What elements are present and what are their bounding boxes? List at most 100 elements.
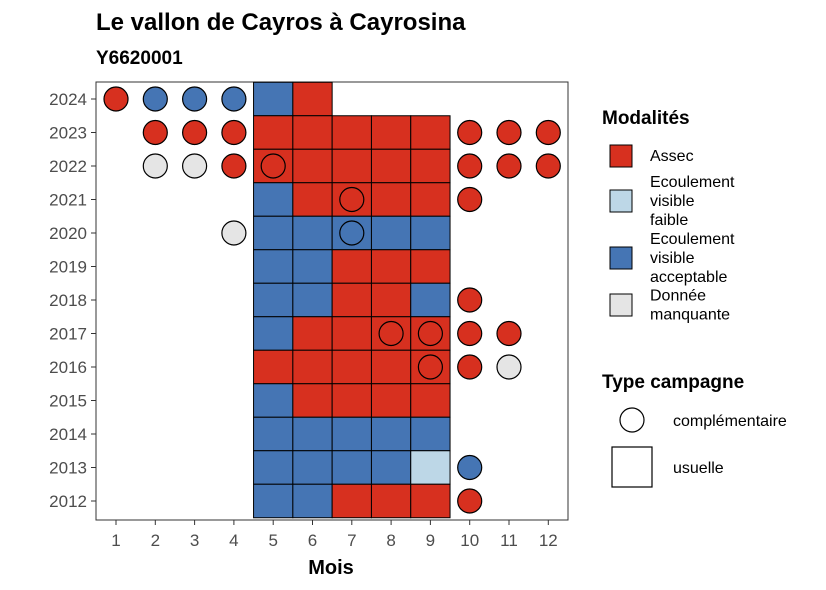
point-2024-3: [182, 86, 208, 112]
tile-2021-5: [253, 182, 294, 217]
tile-2022-7: [331, 148, 372, 184]
point-2012-10: [457, 488, 483, 514]
tile-2014-8: [370, 416, 412, 452]
tile-2022-8: [370, 148, 412, 184]
legend-modalites-items: Assec Ecoulement visible faible Ecoulement vi…: [609, 144, 735, 324]
tile-2021-8: [370, 182, 412, 217]
x-tick-label-10: 10: [460, 531, 479, 550]
x-axis-title: Mois: [308, 557, 354, 579]
legend-key-faible: [609, 189, 633, 213]
point-2024-2: [142, 86, 168, 112]
point-2016-11: [496, 354, 522, 380]
x-tick-label-7: 7: [347, 531, 356, 550]
y-tick-label-2022: 2022: [49, 157, 87, 176]
tile-2016-6: [292, 349, 333, 385]
legend-label-acceptable-0: Ecoulement: [650, 231, 735, 248]
tile-2022-5: [253, 148, 294, 184]
tile-2014-5: [253, 416, 294, 452]
point-2016-9: [417, 354, 443, 380]
tile-2022-9: [410, 148, 451, 184]
point-2022-12: [535, 153, 561, 179]
point-2024-4: [221, 86, 247, 112]
tile-2019-5: [253, 249, 294, 284]
tile-2019-7: [331, 249, 372, 284]
point-2022-2: [142, 153, 168, 179]
point-2022-5: [260, 153, 286, 179]
point-2017-11: [496, 320, 522, 347]
y-tick-label-2021: 2021: [49, 191, 87, 210]
tile-2022-6: [292, 148, 333, 184]
tile-2014-9: [410, 416, 451, 452]
tile-2013-9: [410, 450, 451, 485]
point-2021-7: [339, 186, 365, 213]
legend-campagne-label-square: usuelle: [673, 460, 724, 477]
tile-2023-7: [331, 115, 372, 150]
legend-label-faible-1: visible: [650, 193, 695, 210]
y-tick-label-2015: 2015: [49, 392, 87, 411]
point-2024-1: [103, 86, 129, 112]
tile-2012-7: [331, 483, 372, 519]
point-2017-9: [417, 320, 443, 347]
tile-2023-5: [253, 115, 294, 150]
legend-key-assec: [609, 144, 633, 168]
tile-2020-5: [253, 215, 294, 251]
legend-label-manquante-1: manquante: [650, 307, 730, 324]
tile-2024-5: [253, 81, 294, 117]
point-2021-10: [457, 186, 483, 213]
y-tick-label-2018: 2018: [49, 291, 87, 310]
point-2023-10: [457, 119, 483, 146]
legend-campagne-title: Type campagne: [602, 372, 744, 393]
legend-shape-circle: [619, 407, 645, 433]
tile-2015-8: [370, 383, 412, 418]
legend-campagne-items: complémentaire usuelle: [611, 407, 787, 488]
tile-2019-9: [410, 249, 451, 284]
legend-label-manquante-0: Donnée: [650, 288, 706, 305]
point-2017-10: [457, 320, 483, 347]
x-tick-label-4: 4: [229, 531, 238, 550]
legend-label-faible-0: Ecoulement: [650, 174, 735, 191]
tile-2012-8: [370, 483, 412, 519]
usual-tiles: [253, 81, 451, 519]
tile-2013-8: [370, 450, 412, 485]
tile-2018-8: [370, 282, 412, 318]
tile-2015-7: [331, 383, 372, 418]
legend-shape-square: [611, 446, 653, 488]
x-tick-label-9: 9: [426, 531, 435, 550]
point-2017-8: [378, 320, 404, 347]
tile-2023-8: [370, 115, 412, 150]
point-2022-3: [182, 153, 208, 179]
x-axis: 1 2 3 4 5 6 7 8 9 10 11 12: [111, 520, 558, 550]
x-tick-label-12: 12: [539, 531, 558, 550]
y-tick-label-2019: 2019: [49, 258, 87, 277]
point-2020-7: [339, 220, 365, 246]
x-tick-label-5: 5: [268, 531, 277, 550]
x-tick-label-11: 11: [500, 531, 518, 550]
complementary-circles: [103, 86, 561, 514]
point-2020-4: [221, 220, 247, 246]
x-tick-label-6: 6: [308, 531, 317, 550]
point-2018-10: [457, 287, 483, 313]
y-axis: 2012 2013 2014 2015 2016 2017 2018 2019 2020 2021…: [49, 90, 96, 511]
point-2022-11: [496, 153, 522, 179]
tile-2015-5: [253, 383, 294, 418]
legend-label-assec-0: Assec: [650, 148, 694, 165]
y-tick-label-2024: 2024: [49, 90, 87, 109]
point-2022-4: [221, 153, 247, 179]
x-tick-label-3: 3: [190, 531, 199, 550]
tile-2021-9: [410, 182, 451, 217]
legend-campagne-label-circle: complémentaire: [673, 413, 787, 430]
tile-2013-7: [331, 450, 372, 485]
chart-subtitle: Y6620001: [96, 48, 183, 69]
legend-key-acceptable: [609, 246, 633, 270]
tile-2017-5: [253, 316, 294, 351]
y-tick-label-2017: 2017: [49, 325, 87, 344]
tile-2019-8: [370, 249, 412, 284]
tile-2020-9: [410, 215, 451, 251]
tile-2012-6: [292, 483, 333, 519]
legend-key-manquante: [609, 293, 633, 317]
y-tick-label-2012: 2012: [49, 492, 87, 511]
tile-2014-7: [331, 416, 372, 452]
y-tick-label-2014: 2014: [49, 425, 87, 444]
tile-2024-6: [292, 81, 333, 117]
point-2023-2: [142, 119, 168, 146]
